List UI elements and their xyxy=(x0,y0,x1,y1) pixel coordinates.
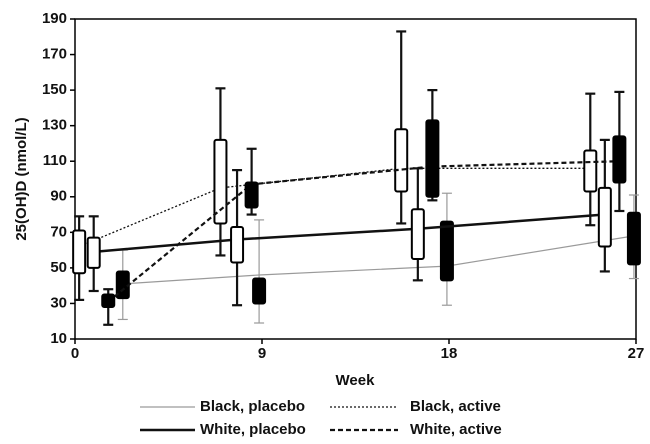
box xyxy=(101,293,116,308)
box xyxy=(410,208,425,261)
y-tick-label: 90 xyxy=(50,188,67,205)
x-tick-label: 0 xyxy=(71,345,79,362)
y-tick-label: 150 xyxy=(42,81,67,98)
y-tick-label: 50 xyxy=(50,259,67,276)
y-tick-label: 110 xyxy=(43,152,67,169)
box xyxy=(597,186,612,248)
box xyxy=(252,277,267,305)
box xyxy=(244,181,259,209)
x-tick-label: 18 xyxy=(441,345,458,362)
median-line xyxy=(93,213,605,254)
y-tick-label: 190 xyxy=(42,10,67,27)
box xyxy=(583,149,598,193)
legend-label: Black, placebo xyxy=(200,398,305,415)
box xyxy=(425,119,440,198)
x-tick-label: 9 xyxy=(258,345,266,362)
legend-label: Black, active xyxy=(410,398,501,415)
y-axis-label: 25(OH)D (nmol/L) xyxy=(13,117,30,240)
median-line xyxy=(122,235,635,285)
y-tick-label: 10 xyxy=(50,330,67,347)
y-tick-label: 170 xyxy=(42,46,67,63)
box xyxy=(439,220,454,282)
y-tick-label: 70 xyxy=(50,223,67,240)
median-line xyxy=(107,160,620,303)
median-line xyxy=(78,167,591,248)
x-tick-label: 27 xyxy=(628,345,645,362)
x-axis-label: Week xyxy=(336,372,376,389)
box xyxy=(626,211,641,266)
plot-frame xyxy=(74,18,637,340)
box xyxy=(213,138,228,225)
y-tick-label: 30 xyxy=(50,294,67,311)
legend-label: White, active xyxy=(410,421,502,438)
box xyxy=(86,236,101,269)
box xyxy=(72,229,87,275)
box xyxy=(230,226,245,264)
box xyxy=(394,128,409,193)
y-tick-label: 130 xyxy=(42,117,67,134)
legend-label: White, placebo xyxy=(200,421,306,438)
box xyxy=(612,135,627,184)
